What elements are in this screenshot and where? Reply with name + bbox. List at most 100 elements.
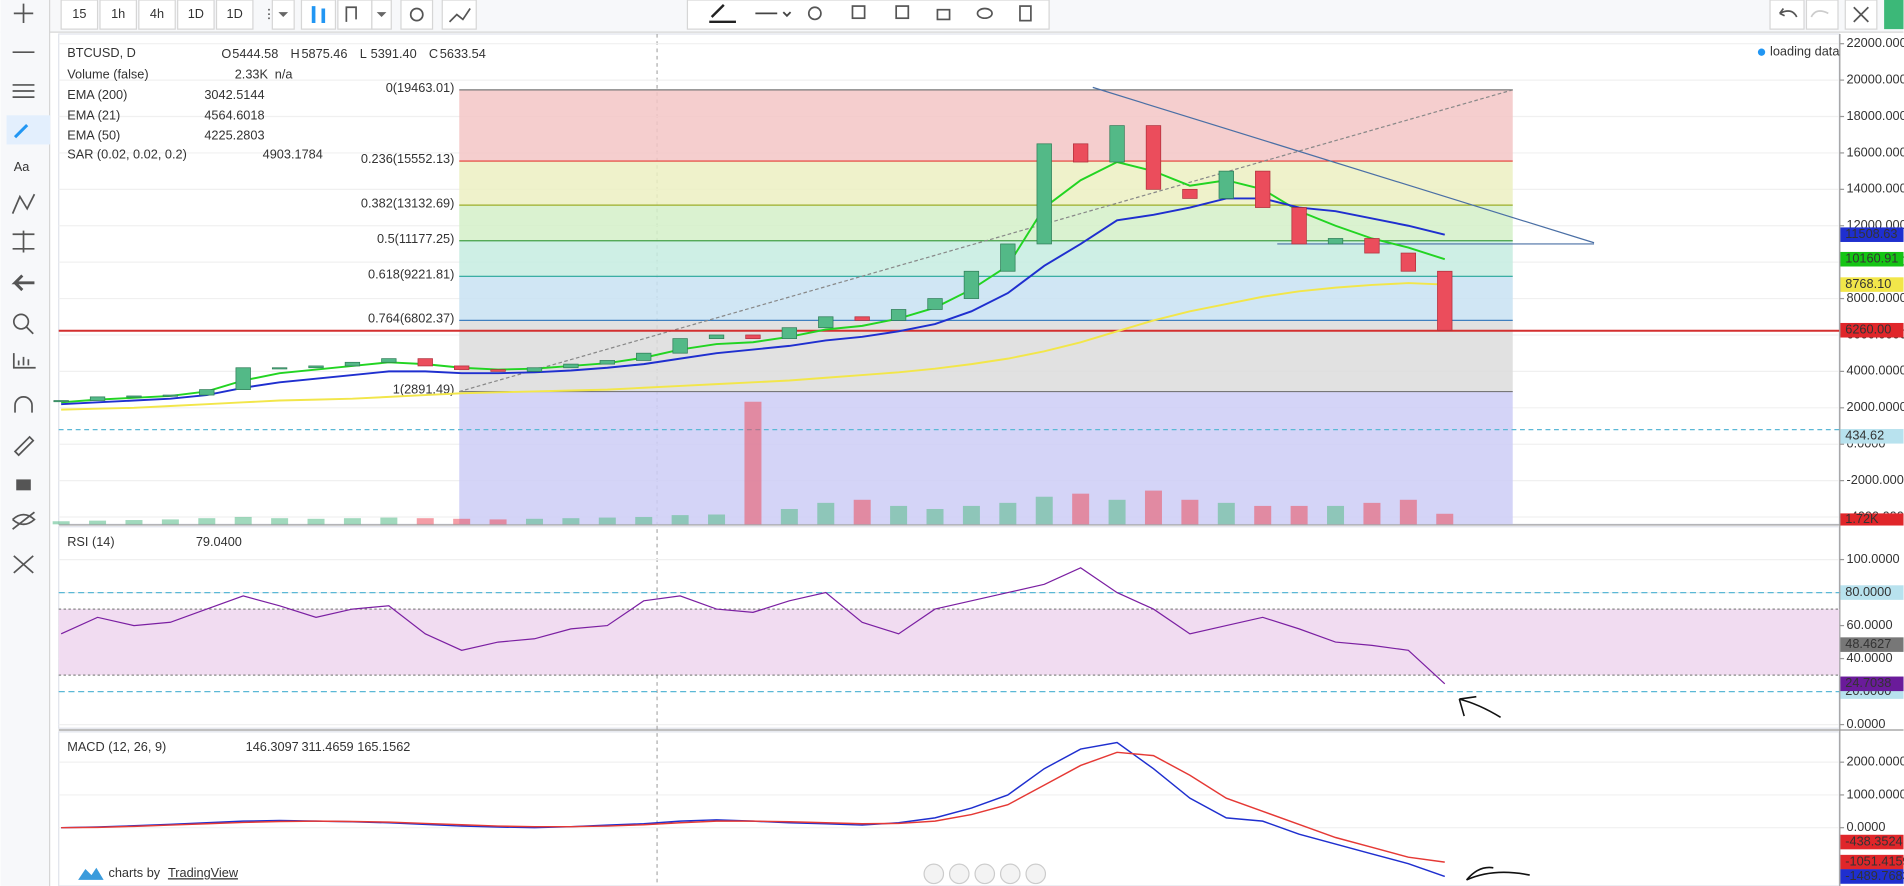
fib-label: 0.382(13132.69) xyxy=(361,195,454,210)
back-tool[interactable] xyxy=(11,274,35,292)
candle xyxy=(708,334,725,339)
fib-tool[interactable] xyxy=(12,84,35,98)
hand-drawn-arrow xyxy=(1466,866,1530,881)
interval-button[interactable] xyxy=(138,0,176,30)
eye-icon[interactable] xyxy=(976,7,993,20)
scroll-left[interactable] xyxy=(923,863,945,885)
zoom-in[interactable] xyxy=(999,863,1021,885)
interval-button[interactable] xyxy=(177,0,215,30)
price-badge-label: 48.4627 xyxy=(1845,636,1891,651)
settings-button[interactable] xyxy=(400,0,434,30)
price-badge-label: 24.7038 xyxy=(1845,675,1891,690)
volume-bar xyxy=(817,502,835,525)
gear-icon[interactable] xyxy=(807,6,822,21)
candle xyxy=(1182,188,1198,199)
candle xyxy=(126,395,142,398)
lock-icon[interactable] xyxy=(936,8,951,21)
y-tick-label: -2000.0000 xyxy=(1846,472,1904,487)
y-tick-label: 8000.0000 xyxy=(1846,290,1904,305)
indicator-title: MACD (12, 26, 9) xyxy=(67,739,166,754)
volume-bar xyxy=(926,508,944,525)
y-tick-label: 0.0000 xyxy=(1846,716,1885,731)
volume-bar xyxy=(307,518,325,525)
volume-bar xyxy=(125,520,143,525)
remove-tool[interactable] xyxy=(13,555,34,574)
fib-band xyxy=(459,320,1513,392)
dropdown-icon xyxy=(278,12,289,17)
undo-icon xyxy=(1779,7,1798,18)
volume-bar xyxy=(89,520,107,525)
ohlc-value: 5391.40 xyxy=(371,46,417,61)
candle xyxy=(818,316,834,329)
fib-band xyxy=(459,391,1513,525)
candle xyxy=(1000,243,1016,272)
price-badge xyxy=(1840,676,1904,692)
price-badge xyxy=(1840,322,1904,338)
price-badge xyxy=(1840,834,1904,850)
fib-label: 1(2891.49) xyxy=(393,382,455,397)
volume-bar xyxy=(1072,493,1090,525)
price-badge xyxy=(1840,251,1904,267)
chart-style-button[interactable] xyxy=(300,0,337,30)
price-badge xyxy=(1840,429,1904,444)
stay-drawing-tool[interactable] xyxy=(13,435,35,457)
magnet-tool[interactable] xyxy=(14,396,33,413)
ohlc-value: 5875.46 xyxy=(301,46,347,61)
prediction-tool[interactable] xyxy=(12,230,35,253)
volume-bar xyxy=(1254,505,1272,525)
crosshair-tool[interactable] xyxy=(13,3,34,24)
clone-icon[interactable] xyxy=(895,5,910,20)
footer-brand[interactable]: TradingView xyxy=(168,865,239,880)
zoom-handle xyxy=(25,325,34,335)
candle xyxy=(162,394,179,397)
measure-tool[interactable] xyxy=(12,353,36,369)
indicators-button[interactable] xyxy=(337,0,373,30)
volume-bar xyxy=(562,518,580,525)
volume-bar xyxy=(343,518,361,525)
y-tick-label: 40.0000 xyxy=(1846,650,1892,665)
layer-icon[interactable] xyxy=(851,5,866,20)
indicator-value: 165.1562 xyxy=(357,739,410,754)
reset[interactable] xyxy=(974,863,996,885)
compare-button[interactable] xyxy=(441,0,477,30)
publish-button[interactable] xyxy=(1884,0,1904,30)
text-tool[interactable]: Aa xyxy=(14,159,30,174)
volume-bar xyxy=(1290,505,1308,525)
interval-button[interactable] xyxy=(99,0,138,30)
interval-button[interactable] xyxy=(215,0,254,30)
line-style-icon[interactable] xyxy=(755,11,792,18)
brush-tool-active[interactable] xyxy=(6,115,51,145)
pattern-tool[interactable] xyxy=(11,193,36,214)
ohlc-key: H xyxy=(291,46,300,61)
left-toolbar-bg xyxy=(0,0,50,886)
status-text: loading data xyxy=(1770,44,1840,59)
fib-label: 0(19463.01) xyxy=(386,80,455,95)
price-badge-label: 11508.63 xyxy=(1845,226,1897,241)
volume-bar xyxy=(380,517,398,525)
candle xyxy=(1291,207,1307,245)
volume-badge xyxy=(1840,513,1904,526)
fib-label: 0.236(15552.13) xyxy=(361,151,454,166)
scroll-right[interactable] xyxy=(1025,863,1047,885)
interval-label: 1D xyxy=(188,6,204,21)
candle xyxy=(890,309,907,321)
pen-icon[interactable] xyxy=(709,3,736,24)
redo-button[interactable] xyxy=(1805,0,1839,30)
zoom-out[interactable] xyxy=(948,863,970,885)
fib-band xyxy=(459,240,1513,277)
y-tick-label: 20000.0000 xyxy=(1846,71,1904,86)
candle xyxy=(1073,143,1089,163)
interval-group: 15 1h 4h 1D 1D xyxy=(60,0,254,30)
candle xyxy=(53,400,69,403)
zoom-tool[interactable] xyxy=(12,313,30,330)
legend-name: EMA (200) xyxy=(67,87,127,102)
interval-button[interactable] xyxy=(60,0,99,30)
hide-tool[interactable] xyxy=(12,511,36,530)
volume-bar xyxy=(780,508,798,525)
ohlc-key: O xyxy=(221,46,231,61)
fib-band xyxy=(459,89,1513,162)
trash-icon[interactable] xyxy=(1019,5,1032,22)
lock-tool[interactable] xyxy=(16,479,31,491)
undo-button[interactable] xyxy=(1769,0,1805,30)
